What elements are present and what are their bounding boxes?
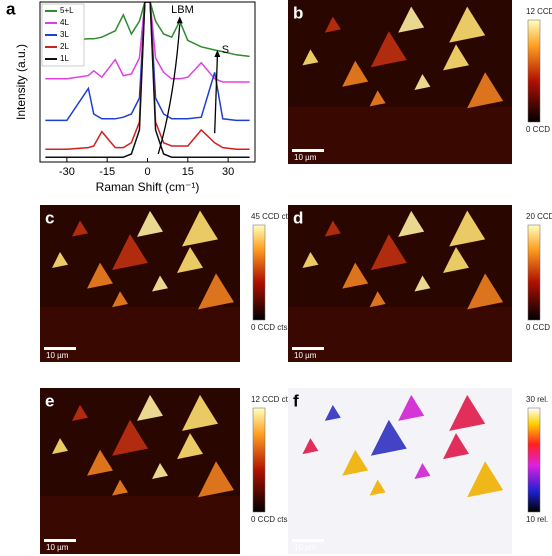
scale-bar-label: 10 µm: [46, 351, 69, 360]
panel-label: f: [293, 391, 299, 410]
colorbar-min: 0 CCD cts: [251, 323, 287, 332]
colorbar-min: 10 rel.: [526, 515, 548, 524]
annotation: LBM: [171, 4, 194, 16]
x-tick-label: 30: [222, 166, 234, 178]
colorbar: [528, 20, 540, 122]
colorbar-max: 12 CCD: [526, 7, 552, 16]
scale-bar-label: 10 µm: [294, 153, 317, 162]
arrow: [158, 24, 180, 154]
x-tick-label: 0: [144, 166, 150, 178]
image-lower: [288, 107, 512, 164]
arrow-head: [177, 16, 183, 23]
y-axis-label: Intensity (a.u.): [14, 44, 28, 120]
x-tick-label: 15: [182, 166, 194, 178]
colorbar-min: 0 CCD: [526, 323, 550, 332]
panel-label: a: [6, 0, 16, 18]
colorbar-max: 45 CCD cts: [251, 212, 292, 221]
legend-label: 2L: [60, 42, 69, 51]
legend-label: 4L: [60, 18, 69, 27]
scale-bar: [292, 149, 324, 152]
colorbar-max: 12 CCD cts: [251, 395, 292, 404]
colorbar: [253, 225, 265, 320]
x-axis-label: Raman Shift (cm⁻¹): [96, 180, 200, 194]
image-lower: [40, 307, 240, 362]
annotation: S: [222, 44, 229, 56]
image-lower: [288, 307, 512, 362]
scale-bar: [44, 539, 76, 542]
colorbar: [253, 408, 265, 512]
panel-label: d: [293, 208, 303, 227]
legend-label: 1L: [60, 54, 69, 63]
colorbar-min: 0 CCD cts: [251, 515, 287, 524]
colorbar: [528, 225, 540, 320]
x-tick-label: -30: [59, 166, 75, 178]
scale-bar-label: 10 µm: [46, 543, 69, 552]
colorbar: [528, 408, 540, 512]
colorbar-max: 30 rel.: [526, 395, 548, 404]
legend-label: 5+L: [60, 6, 74, 15]
scale-bar: [292, 347, 324, 350]
image-lower: [40, 496, 240, 554]
colorbar-max: 20 CCD: [526, 212, 552, 221]
scale-bar: [44, 347, 76, 350]
scale-bar-label: 10 µm: [294, 543, 317, 552]
scale-bar: [292, 539, 324, 542]
figure: -30 -15 0 15 30 Raman Shift (cm⁻¹) Intensity (…: [0, 0, 552, 556]
legend-label: 3L: [60, 30, 69, 39]
arrow: [215, 56, 218, 133]
panel-label: c: [45, 208, 54, 227]
x-tick-label: -15: [99, 166, 115, 178]
panel-label: e: [45, 391, 54, 410]
colorbar-min: 0 CCD: [526, 125, 550, 134]
panel-label: b: [293, 3, 303, 22]
scale-bar-label: 10 µm: [294, 351, 317, 360]
